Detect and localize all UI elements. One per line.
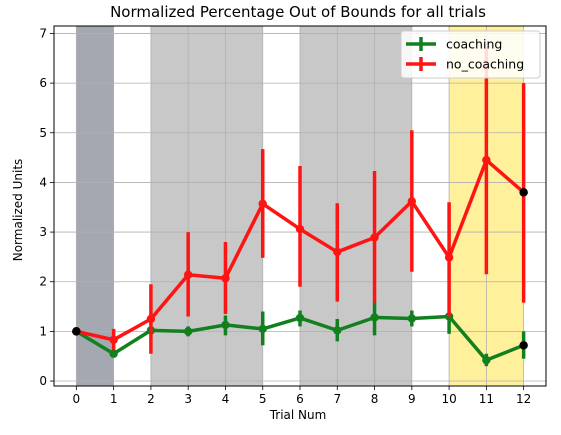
y-axis-label: Normalized Units bbox=[11, 159, 25, 262]
x-tick-label: 4 bbox=[222, 392, 230, 406]
endpoint-marker-coaching bbox=[519, 341, 528, 350]
x-axis-ticks: 0 1 2 3 4 5 6 7 8 9 10 11 12 bbox=[73, 386, 531, 406]
point-coaching bbox=[370, 313, 379, 322]
point-no_coaching bbox=[221, 274, 230, 283]
point-coaching bbox=[407, 314, 417, 323]
legend-entry-coaching: coaching bbox=[406, 37, 502, 52]
x-tick-label: 10 bbox=[441, 392, 456, 406]
y-tick-label: 3 bbox=[39, 225, 47, 239]
legend-label-no_coaching: no_coaching bbox=[446, 57, 524, 72]
y-tick-label: 5 bbox=[39, 126, 47, 140]
series-no_coaching bbox=[72, 47, 528, 354]
y-tick-label: 7 bbox=[39, 26, 47, 40]
x-tick-label: 0 bbox=[73, 392, 81, 406]
endpoint-marker-no_coaching bbox=[519, 188, 528, 197]
legend: coaching no_coaching bbox=[400, 30, 541, 79]
endpoint-marker-no_coaching bbox=[72, 327, 81, 336]
point-no_coaching bbox=[444, 253, 454, 262]
x-tick-label: 5 bbox=[259, 392, 267, 406]
point-coaching bbox=[183, 327, 193, 336]
point-no_coaching bbox=[407, 197, 417, 206]
shaded-region-2 bbox=[300, 26, 412, 386]
x-tick-label: 6 bbox=[296, 392, 304, 406]
point-no_coaching bbox=[146, 314, 156, 324]
x-axis-label: Trial Num bbox=[269, 408, 327, 422]
point-no_coaching bbox=[370, 233, 379, 242]
x-tick-label: 8 bbox=[371, 392, 379, 406]
shaded-region-0 bbox=[76, 26, 114, 386]
x-tick-label: 11 bbox=[479, 392, 494, 406]
point-no_coaching bbox=[333, 247, 342, 257]
point-coaching bbox=[482, 355, 491, 365]
y-tick-label: 1 bbox=[39, 324, 47, 338]
point-coaching bbox=[333, 326, 342, 335]
y-tick-label: 2 bbox=[39, 275, 47, 289]
point-no_coaching bbox=[183, 270, 193, 279]
point-no_coaching bbox=[482, 155, 491, 165]
y-tick-label: 4 bbox=[39, 175, 47, 189]
y-tick-label: 0 bbox=[39, 374, 47, 388]
point-coaching bbox=[295, 313, 305, 323]
legend-entry-no_coaching: no_coaching bbox=[406, 57, 524, 72]
series-layer bbox=[72, 47, 528, 367]
y-tick-label: 6 bbox=[39, 76, 47, 90]
x-tick-label: 12 bbox=[516, 392, 531, 406]
point-no_coaching bbox=[109, 335, 118, 345]
x-tick-label: 3 bbox=[184, 392, 192, 406]
legend-label-coaching: coaching bbox=[446, 37, 502, 52]
x-tick-label: 1 bbox=[110, 392, 118, 406]
x-tick-label: 2 bbox=[147, 392, 155, 406]
point-coaching bbox=[221, 320, 230, 330]
point-no_coaching bbox=[295, 224, 305, 234]
chart-title: Normalized Percentage Out of Bounds for … bbox=[110, 3, 486, 21]
point-coaching bbox=[109, 349, 118, 358]
x-tick-label: 7 bbox=[333, 392, 341, 406]
x-tick-label: 9 bbox=[408, 392, 416, 406]
y-axis-ticks: 0 1 2 3 4 5 6 7 bbox=[39, 26, 54, 388]
point-coaching bbox=[258, 324, 267, 334]
point-no_coaching bbox=[258, 199, 267, 208]
